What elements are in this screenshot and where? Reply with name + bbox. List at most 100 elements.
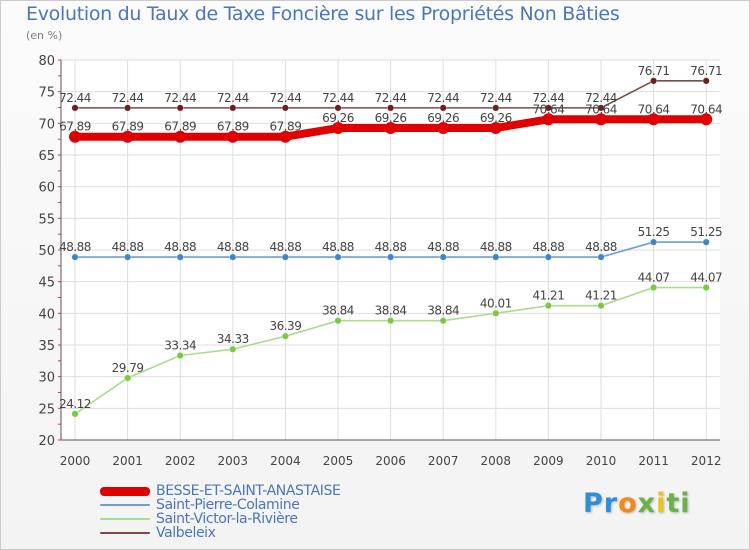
legend-label: Saint-Victor-la-Rivière xyxy=(156,511,298,527)
y-tick-label: 30 xyxy=(38,371,55,386)
data-label: 72.44 xyxy=(480,91,512,105)
y-tick-label: 25 xyxy=(38,402,55,417)
data-label: 70.64 xyxy=(638,102,670,116)
legend-swatch xyxy=(100,532,150,534)
data-point xyxy=(334,104,342,112)
data-point xyxy=(384,122,397,135)
data-label: 69.26 xyxy=(427,111,459,125)
data-label: 48.88 xyxy=(375,240,407,254)
data-point xyxy=(595,113,607,126)
logo-part: i xyxy=(656,488,667,519)
data-label: 48.88 xyxy=(112,240,144,254)
y-tick-label: 35 xyxy=(38,339,55,354)
data-point xyxy=(700,113,713,126)
data-label: 70.64 xyxy=(532,102,564,116)
data-label: 72.44 xyxy=(217,91,249,105)
data-point xyxy=(439,317,447,325)
data-point xyxy=(649,283,658,292)
y-tick-label: 20 xyxy=(38,434,55,449)
data-point xyxy=(176,253,184,261)
x-tick-label: 2007 xyxy=(428,454,459,468)
data-point xyxy=(387,104,395,112)
data-label: 48.88 xyxy=(585,240,617,254)
data-point xyxy=(489,122,502,135)
x-tick-label: 2010 xyxy=(586,454,617,468)
data-point xyxy=(71,410,79,418)
data-point xyxy=(387,317,395,325)
data-label: 48.88 xyxy=(322,240,354,254)
data-point xyxy=(281,332,290,340)
legend-label: Saint-Pierre-Colamine xyxy=(156,497,300,513)
data-label: 72.44 xyxy=(427,91,459,105)
data-label: 36.39 xyxy=(269,319,301,333)
logo-part: Pr xyxy=(583,488,619,519)
x-tick-label: 2009 xyxy=(533,454,564,468)
legend-swatch xyxy=(100,518,150,520)
data-label: 67.89 xyxy=(164,120,196,134)
data-point xyxy=(649,238,658,246)
data-label: 48.88 xyxy=(427,240,459,254)
logo-part: x xyxy=(637,488,657,519)
data-label: 48.88 xyxy=(269,240,301,254)
y-tick-label: 80 xyxy=(38,54,55,69)
data-point xyxy=(229,253,237,261)
data-point xyxy=(544,104,553,112)
data-label: 72.44 xyxy=(532,91,564,105)
legend-label: BESSE-ET-SAINT-ANASTAISE xyxy=(156,483,341,499)
data-label: 72.44 xyxy=(375,91,407,105)
data-label: 48.88 xyxy=(164,240,196,254)
data-point xyxy=(702,283,710,292)
data-point xyxy=(437,122,450,135)
y-tick-label: 70 xyxy=(38,117,55,132)
data-point xyxy=(702,238,710,246)
x-tick-label: 2005 xyxy=(323,454,354,468)
logo-part: o xyxy=(618,488,638,519)
x-tick-label: 2006 xyxy=(375,454,406,468)
data-label: 48.88 xyxy=(59,240,91,254)
data-label: 38.84 xyxy=(427,304,459,318)
data-point xyxy=(229,104,237,112)
data-label: 69.26 xyxy=(480,111,512,125)
data-label: 40.01 xyxy=(480,296,512,310)
y-tick-label: 75 xyxy=(38,86,55,101)
data-label: 72.44 xyxy=(269,91,301,105)
y-tick-label: 40 xyxy=(38,307,55,322)
data-point xyxy=(492,309,500,317)
data-point xyxy=(439,253,447,261)
data-label: 70.64 xyxy=(585,102,617,116)
data-label: 76.71 xyxy=(638,64,670,78)
x-tick-label: 2012 xyxy=(691,454,722,468)
data-point xyxy=(492,253,500,261)
data-label: 76.71 xyxy=(690,64,722,78)
data-label: 48.88 xyxy=(480,240,512,254)
data-label: 72.44 xyxy=(59,91,91,105)
legend-swatch xyxy=(100,486,150,496)
data-label: 38.84 xyxy=(322,304,354,318)
data-point xyxy=(649,77,658,85)
y-tick-label: 65 xyxy=(38,149,55,164)
data-label: 69.26 xyxy=(375,111,407,125)
data-label: 51.25 xyxy=(638,225,670,239)
data-point xyxy=(226,130,239,143)
data-label: 44.07 xyxy=(690,271,722,285)
data-label: 72.44 xyxy=(585,91,617,105)
logo-part: ti xyxy=(666,488,691,519)
x-tick-label: 2011 xyxy=(638,454,669,468)
data-point xyxy=(174,130,187,143)
data-point xyxy=(597,253,605,261)
data-point xyxy=(281,104,290,112)
data-label: 33.34 xyxy=(164,339,196,353)
data-point xyxy=(334,253,342,261)
x-tick-label: 2000 xyxy=(60,454,91,468)
data-point xyxy=(647,113,660,126)
data-point xyxy=(702,77,710,85)
data-point xyxy=(279,130,292,143)
y-tick-label: 45 xyxy=(38,276,55,291)
data-label: 69.26 xyxy=(322,111,354,125)
data-point xyxy=(69,130,81,143)
x-tick-label: 2001 xyxy=(112,454,143,468)
chart-title: Evolution du Taux de Taxe Foncière sur l… xyxy=(26,3,620,25)
data-label: 67.89 xyxy=(269,120,301,134)
x-tick-label: 2002 xyxy=(165,454,196,468)
